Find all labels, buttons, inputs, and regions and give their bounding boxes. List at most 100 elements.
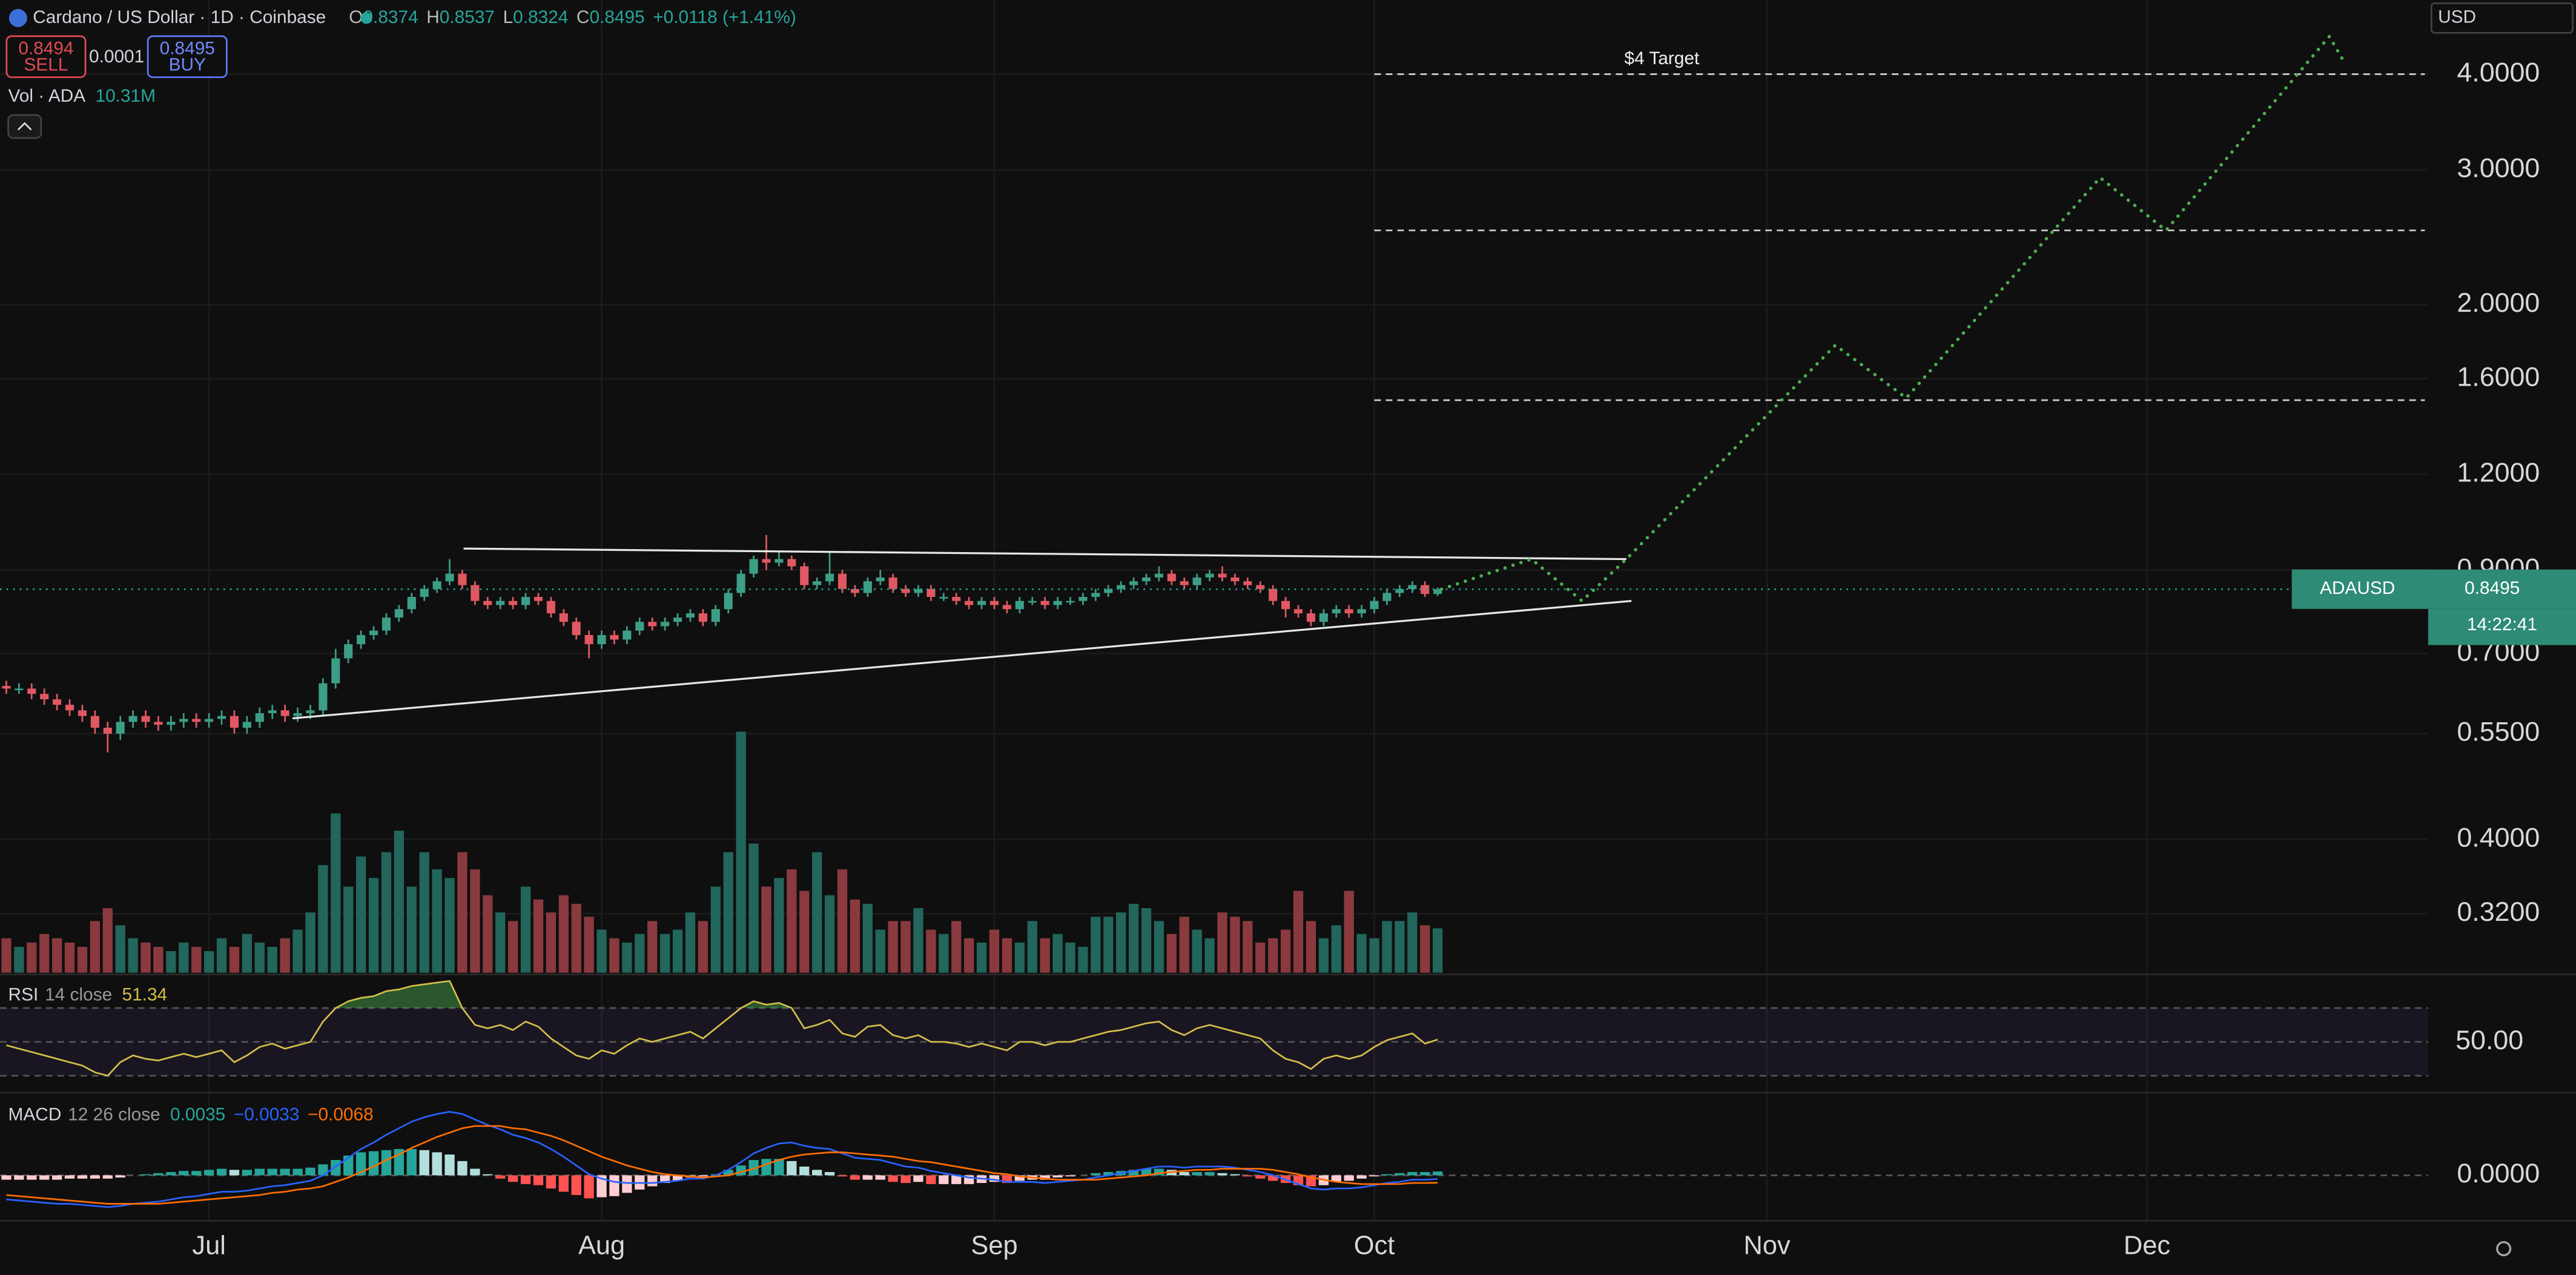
macd-histogram-bar bbox=[1154, 1168, 1164, 1176]
macd-histogram-bar bbox=[1179, 1171, 1189, 1176]
candle-body bbox=[559, 613, 568, 622]
volume-bar bbox=[1078, 946, 1088, 973]
macd-histogram-bar bbox=[1204, 1171, 1215, 1176]
candle-body bbox=[623, 630, 632, 640]
candle-body bbox=[736, 573, 745, 593]
candle-body bbox=[483, 601, 492, 605]
macd-histogram-bar bbox=[761, 1159, 771, 1176]
volume-bar bbox=[1040, 938, 1050, 973]
trendline bbox=[463, 547, 1627, 561]
candle-body bbox=[331, 658, 340, 684]
volume-bar bbox=[1141, 908, 1152, 973]
sell-box[interactable] bbox=[5, 35, 87, 78]
volume-bar bbox=[1192, 929, 1202, 973]
buy-box[interactable] bbox=[147, 35, 228, 78]
macd-histogram-bar bbox=[27, 1175, 37, 1180]
volume-bar bbox=[179, 942, 189, 973]
candle-body bbox=[1192, 577, 1201, 585]
volume-bar bbox=[837, 869, 848, 973]
sell-label[interactable]: SELL bbox=[24, 54, 68, 74]
sell-button[interactable]: 0.8494 SELL bbox=[5, 35, 87, 78]
volume-bar bbox=[495, 912, 506, 973]
macd-params: 12 26 close bbox=[68, 1105, 160, 1125]
volume-bar bbox=[685, 912, 696, 973]
macd-histogram-bar bbox=[1217, 1173, 1227, 1176]
candle-body bbox=[952, 596, 961, 601]
candle-body bbox=[344, 644, 353, 659]
currency[interactable]: USD bbox=[2438, 7, 2476, 27]
candle-body bbox=[673, 618, 682, 622]
macd-histogram-bar bbox=[115, 1175, 125, 1178]
volume-bar bbox=[672, 929, 683, 973]
currency-select[interactable] bbox=[2430, 2, 2574, 34]
candle-body bbox=[40, 694, 49, 700]
candle-body bbox=[1293, 609, 1303, 614]
volume-bar bbox=[356, 856, 366, 973]
candle-body bbox=[1281, 601, 1290, 610]
candle-body bbox=[167, 722, 176, 725]
x-tick-label: Sep bbox=[971, 1231, 1017, 1260]
candle-body bbox=[496, 601, 505, 605]
volume-bar bbox=[647, 921, 658, 973]
y-tick-label: 0.0000 bbox=[2457, 1158, 2540, 1188]
y-tick-label: 3.0000 bbox=[2457, 153, 2540, 183]
volume-bar bbox=[343, 886, 354, 973]
macd-histogram-bar bbox=[14, 1175, 24, 1180]
macd-histogram-bar bbox=[381, 1150, 392, 1176]
volume-bar bbox=[736, 731, 746, 973]
volume-bar bbox=[39, 934, 50, 973]
macd-histogram-bar bbox=[444, 1154, 455, 1176]
candle-body bbox=[1269, 588, 1278, 601]
macd-histogram-bar bbox=[837, 1175, 848, 1177]
volume-bar bbox=[1318, 938, 1329, 973]
macd-histogram-bar bbox=[179, 1171, 189, 1176]
candle-body bbox=[1395, 588, 1404, 593]
candle-body bbox=[914, 588, 923, 593]
macd-histogram-bar bbox=[1268, 1175, 1278, 1181]
buy-button[interactable]: 0.8495 BUY bbox=[147, 35, 228, 78]
collapse-button[interactable] bbox=[7, 114, 42, 139]
buy-label[interactable]: BUY bbox=[169, 54, 206, 74]
volume-bar bbox=[1369, 938, 1379, 973]
macd-histogram-bar bbox=[571, 1175, 581, 1195]
macd-histogram-bar bbox=[39, 1175, 50, 1180]
candle-body bbox=[939, 596, 948, 599]
volume-legend: Vol · ADA 10.31M bbox=[8, 86, 156, 106]
settings-icon[interactable] bbox=[2496, 1241, 2512, 1257]
ohlc-value: 0.8324 bbox=[513, 7, 568, 27]
volume-bar bbox=[1306, 921, 1316, 973]
rsi-legend: RSI 14 close 51.34 bbox=[8, 985, 168, 1005]
volume-bar bbox=[267, 946, 277, 973]
volume-bar bbox=[254, 942, 265, 973]
candle-body bbox=[521, 596, 530, 605]
macd-histogram-bar bbox=[267, 1168, 277, 1176]
macd-histogram-bar bbox=[280, 1168, 290, 1176]
price-tag-bg bbox=[2291, 569, 2576, 609]
macd-histogram-bar bbox=[989, 1175, 1000, 1182]
volume-bar bbox=[444, 878, 455, 973]
candle-body bbox=[53, 699, 62, 705]
candle-body bbox=[1382, 593, 1392, 601]
volume-bar bbox=[394, 831, 405, 973]
buy-price[interactable]: 0.8495 bbox=[160, 38, 215, 58]
macd-histogram-bar bbox=[483, 1174, 493, 1176]
candle-body bbox=[901, 588, 910, 593]
candle-body bbox=[1433, 589, 1442, 595]
projection-path bbox=[1439, 33, 2346, 604]
candle-body bbox=[546, 601, 555, 614]
candle-body bbox=[1319, 613, 1328, 622]
header-line: Cardano / US Dollar · 1D · Coinbase O0.83… bbox=[33, 7, 796, 27]
volume-bar bbox=[1052, 934, 1063, 973]
macd-histogram-bar bbox=[242, 1170, 253, 1176]
volume-bar bbox=[939, 934, 949, 973]
candle-body bbox=[610, 634, 619, 640]
y-tick-label: 1.2000 bbox=[2457, 457, 2540, 487]
y-tick-label: 1.6000 bbox=[2457, 361, 2540, 392]
volume-bar bbox=[64, 942, 75, 973]
sell-price[interactable]: 0.8494 bbox=[18, 38, 73, 58]
macd-histogram-bar bbox=[824, 1171, 835, 1176]
plot-layer: $4 Target bbox=[0, 0, 2428, 1221]
volume-bar bbox=[1420, 925, 1430, 973]
macd-histogram-bar bbox=[1052, 1175, 1063, 1178]
macd-histogram-bar bbox=[939, 1175, 949, 1184]
